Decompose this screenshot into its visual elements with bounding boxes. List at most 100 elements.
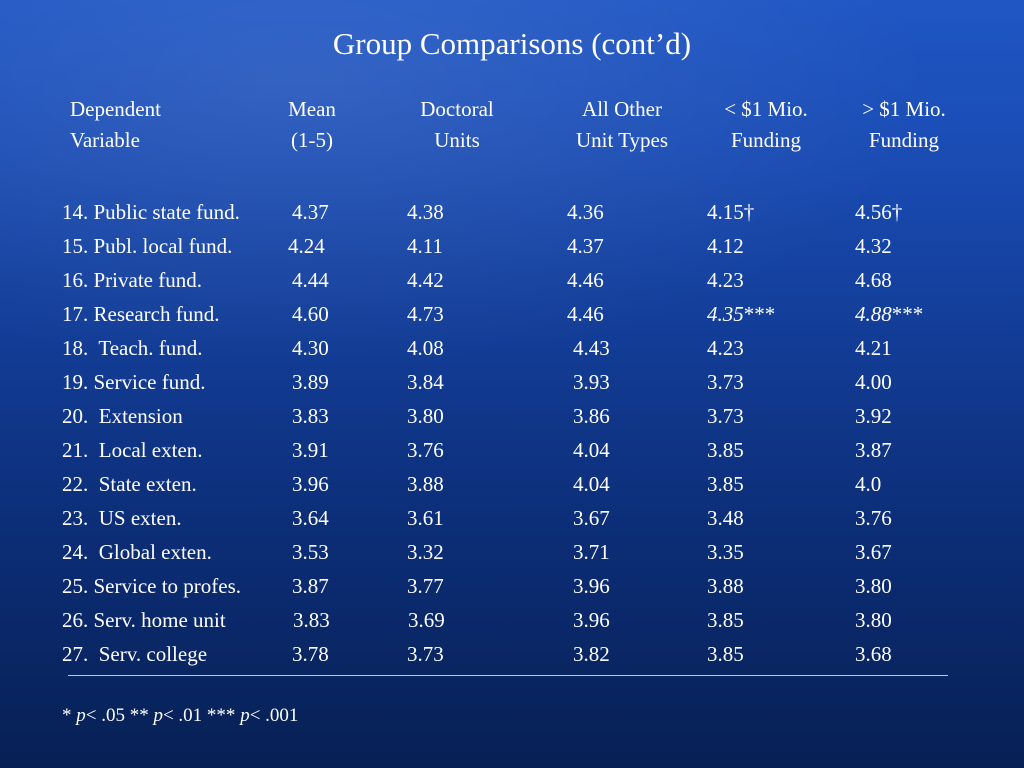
cell-lt1mio: 3.73: [707, 370, 744, 394]
cell-lt1mio: 4.12: [707, 234, 744, 258]
cell-variable: 18. Teach. fund.: [62, 336, 203, 360]
cell-doctoral: 3.76: [407, 438, 444, 462]
cell-mean: 3.89: [292, 370, 329, 394]
table-row: 19. Service fund. 3.89 3.84 3.93 3.73 4.…: [0, 365, 1024, 399]
header-lt1mio-line2: Funding: [730, 128, 801, 152]
cell-all-other: 4.46: [567, 268, 604, 292]
cell-mean: 3.64: [292, 506, 329, 530]
cell-doctoral: 3.61: [407, 506, 444, 530]
cell-lt1mio: 4.35***: [707, 297, 775, 331]
cell-gt1mio: 3.92: [855, 404, 892, 428]
header-doctoral-units: Doctoral Units: [410, 94, 504, 156]
header-all-other-line2: Unit Types: [575, 128, 669, 152]
table-row: 24. Global exten. 3.53 3.32 3.71 3.35 3.…: [0, 535, 1024, 569]
header-gt1mio-line1: > $1 Mio.: [862, 97, 946, 121]
cell-mean: 4.44: [292, 268, 329, 292]
cell-variable: 14. Public state fund.: [62, 200, 240, 224]
header-doctoral-line1: Doctoral: [420, 97, 494, 121]
cell-mean: 3.87: [292, 574, 329, 598]
cell-all-other: 4.37: [567, 234, 604, 258]
table-row: 25. Service to profes. 3.87 3.77 3.96 3.…: [0, 569, 1024, 603]
cell-lt1mio: 3.35: [707, 540, 744, 564]
table-divider: [68, 675, 948, 676]
cell-gt1mio: 4.56†: [855, 200, 903, 224]
header-doctoral-line2: Units: [434, 128, 480, 152]
table-row: 15. Publ. local fund. 4.24 4.11 4.37 4.1…: [0, 229, 1024, 263]
table-row: 23. US exten. 3.64 3.61 3.67 3.48 3.76: [0, 501, 1024, 535]
cell-doctoral: 3.77: [407, 574, 444, 598]
cell-mean: 3.83: [292, 404, 329, 428]
header-mean-line1: Mean: [288, 97, 336, 121]
cell-mean: 3.78: [292, 642, 329, 666]
cell-doctoral: 3.88: [407, 472, 444, 496]
table-row: 18. Teach. fund. 4.30 4.08 4.43 4.23 4.2…: [0, 331, 1024, 365]
header-dependent-variable: Dependent Variable: [70, 94, 161, 156]
cell-lt1mio: 4.23: [707, 268, 744, 292]
cell-doctoral: 3.73: [407, 642, 444, 666]
cell-all-other: 4.04: [573, 438, 610, 462]
cell-gt1mio-value: 4.88: [855, 302, 892, 326]
cell-lt1mio-value: 4.35: [707, 302, 744, 326]
table-row: 17. Research fund. 4.60 4.73 4.46 4.35**…: [0, 297, 1024, 331]
cell-gt1mio: 4.0: [855, 472, 882, 496]
table-row: 16. Private fund. 4.44 4.42 4.46 4.23 4.…: [0, 263, 1024, 297]
cell-all-other: 4.04: [573, 472, 610, 496]
cell-gt1mio: 3.80: [855, 608, 892, 632]
cell-mean: 4.37: [292, 200, 329, 224]
cell-mean: 4.60: [292, 302, 329, 326]
cell-all-other: 4.46: [567, 302, 604, 326]
cell-doctoral: 3.69: [408, 608, 445, 632]
cell-lt1mio: 4.15†: [707, 200, 755, 224]
cell-mean: 4.30: [292, 336, 329, 360]
cell-variable: 21. Local exten.: [62, 438, 203, 462]
header-mean: Mean (1-5): [277, 94, 347, 156]
footnote-p-symbol-2: p: [153, 705, 163, 726]
header-lt1mio-line1: < $1 Mio.: [724, 97, 808, 121]
header-gt-1-mio-funding: > $1 Mio. Funding: [848, 94, 960, 156]
cell-mean: 4.24: [288, 234, 325, 258]
table-row: 27. Serv. college 3.78 3.73 3.82 3.85 3.…: [0, 637, 1024, 671]
cell-all-other: 3.96: [573, 574, 610, 598]
cell-all-other: 3.82: [573, 642, 610, 666]
cell-variable: 16. Private fund.: [62, 268, 202, 292]
cell-gt1mio: 3.80: [855, 574, 892, 598]
cell-variable: 24. Global exten.: [62, 540, 212, 564]
cell-gt1mio: 3.67: [855, 540, 892, 564]
table-row: 20. Extension 3.83 3.80 3.86 3.73 3.92: [0, 399, 1024, 433]
header-gt1mio-line2: Funding: [868, 128, 939, 152]
cell-variable: 27. Serv. college: [62, 642, 208, 666]
footnote-part1: *: [62, 705, 77, 726]
footnote-part3: < .01 ***: [162, 705, 241, 726]
cell-doctoral: 4.11: [407, 234, 443, 258]
table-row: 26. Serv. home unit 3.83 3.69 3.96 3.85 …: [0, 603, 1024, 637]
cell-mean: 3.53: [292, 540, 329, 564]
header-mean-line2: (1-5): [291, 128, 333, 152]
cell-lt1mio: 3.48: [707, 506, 744, 530]
table-row: 21. Local exten. 3.91 3.76 4.04 3.85 3.8…: [0, 433, 1024, 467]
table-row: 22. State exten. 3.96 3.88 4.04 3.85 4.0: [0, 467, 1024, 501]
cell-gt1mio: 4.21: [855, 336, 892, 360]
header-all-other-unit-types: All Other Unit Types: [560, 94, 684, 156]
cell-variable: 25. Service to profes.: [62, 574, 242, 598]
cell-variable: 22. State exten.: [62, 472, 197, 496]
cell-all-other: 3.71: [573, 540, 610, 564]
footnote-part2: < .05 **: [85, 705, 154, 726]
cell-gt1mio: 4.32: [855, 234, 892, 258]
header-lt-1-mio-funding: < $1 Mio. Funding: [708, 94, 824, 156]
cell-mean: 3.96: [292, 472, 329, 496]
cell-variable: 17. Research fund.: [62, 302, 220, 326]
cell-all-other: 3.86: [573, 404, 610, 428]
cell-variable: 23. US exten.: [62, 506, 182, 530]
header-dependent-line1: Dependent: [70, 97, 161, 121]
cell-lt1mio: 3.85: [707, 642, 744, 666]
cell-all-other: 4.43: [573, 336, 610, 360]
cell-gt1mio: 3.76: [855, 506, 892, 530]
cell-gt1mio: 4.68: [855, 268, 892, 292]
cell-gt1mio: 3.87: [855, 438, 892, 462]
cell-lt1mio: 3.85: [707, 438, 744, 462]
cell-lt1mio: 4.23: [707, 336, 744, 360]
slide-title: Group Comparisons (cont’d): [332, 26, 692, 61]
cell-lt1mio: 3.85: [707, 472, 744, 496]
cell-all-other: 4.36: [567, 200, 604, 224]
cell-lt1mio: 3.73: [707, 404, 744, 428]
